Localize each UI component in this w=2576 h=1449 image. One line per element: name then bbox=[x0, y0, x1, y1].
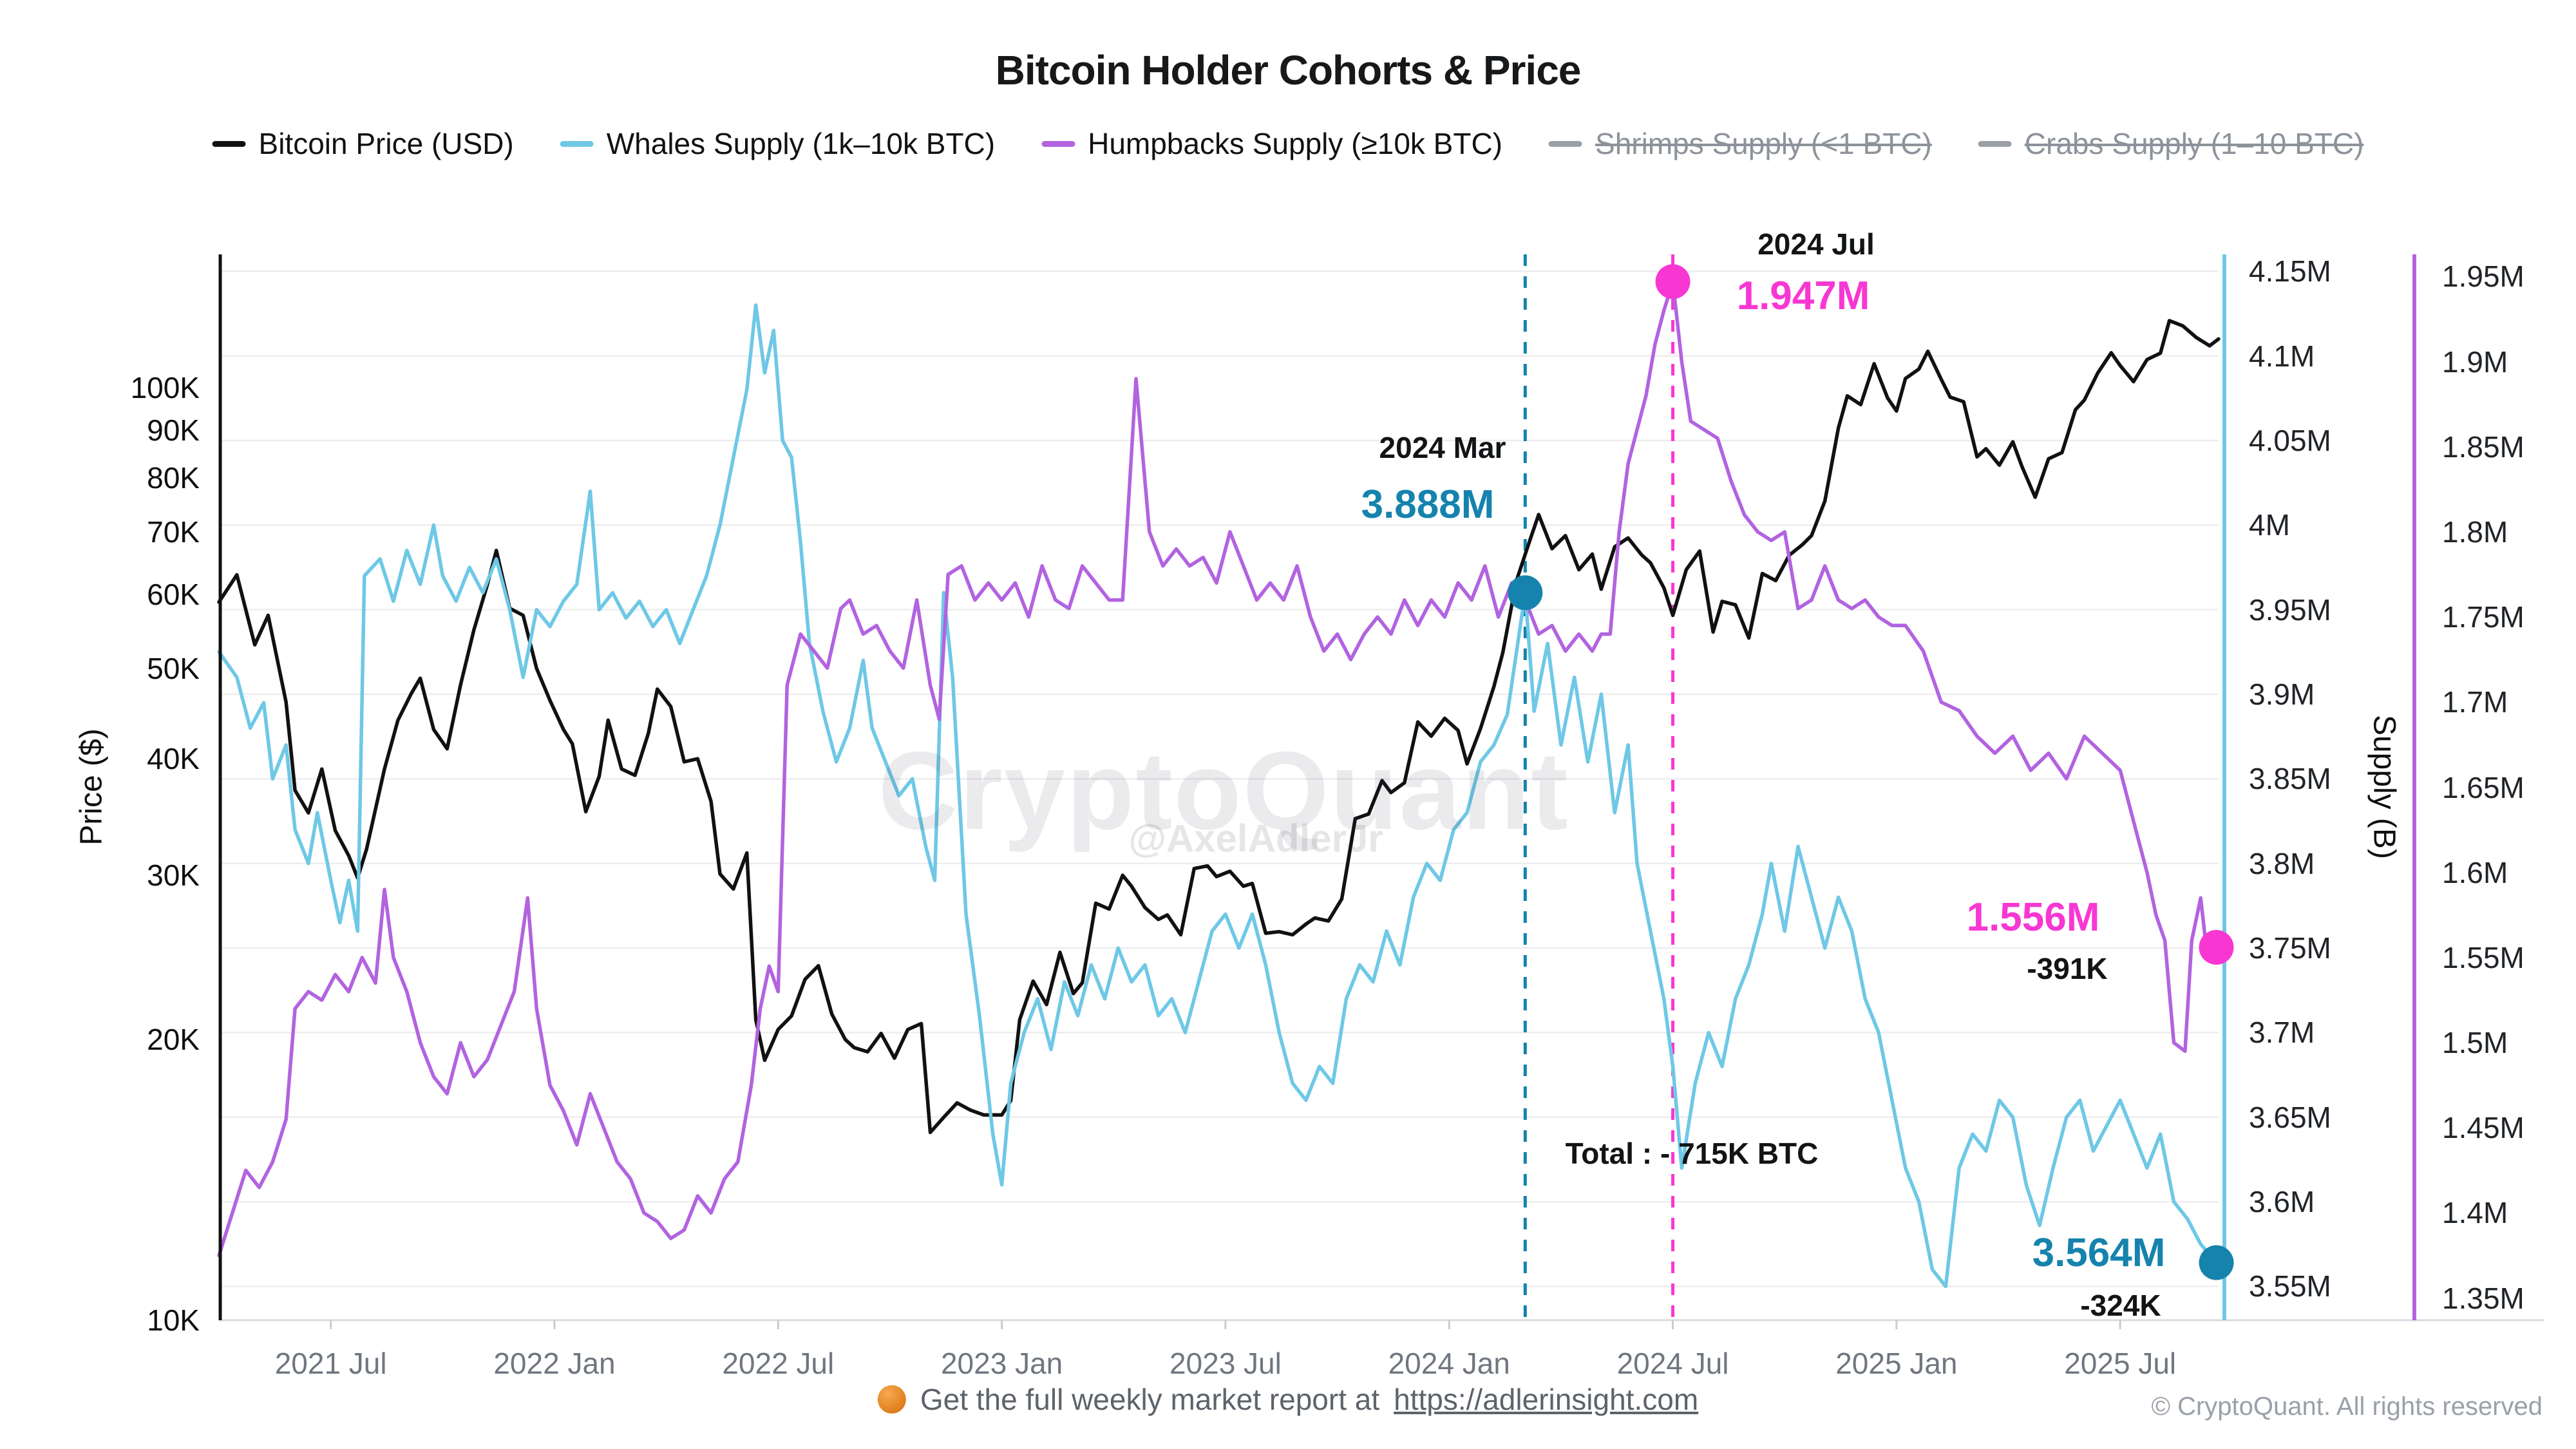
legend-dash-icon bbox=[560, 140, 594, 147]
supply-axis-title: Supply (B) bbox=[2367, 714, 2401, 860]
marker-dot bbox=[2199, 1245, 2234, 1280]
legend-item[interactable]: Humpbacks Supply (≥10k BTC) bbox=[1041, 126, 1502, 161]
tick-label: 90K bbox=[147, 413, 200, 448]
legend-label: Humpbacks Supply (≥10k BTC) bbox=[1088, 127, 1503, 160]
legend-label: Crabs Supply (1–10 BTC) bbox=[2024, 127, 2364, 160]
tick-label: 3.6M bbox=[2249, 1185, 2315, 1219]
legend-label: Whales Supply (1k–10k BTC) bbox=[606, 127, 996, 160]
footer-link[interactable]: https://adlerinsight.com bbox=[1394, 1383, 1699, 1416]
legend-label: Shrimps Supply (<1 BTC) bbox=[1595, 127, 1932, 160]
tick-label: 30K bbox=[147, 858, 200, 893]
tick-label: 1.9M bbox=[2442, 345, 2508, 379]
watermark-handle: @AxelAdlerJr bbox=[1128, 817, 1383, 860]
tick-label: 1.55M bbox=[2442, 940, 2524, 974]
tick-label: 3.85M bbox=[2249, 762, 2331, 796]
tick-label: 80K bbox=[147, 461, 200, 495]
x-tick-label: 2023 Jul bbox=[1169, 1347, 1282, 1380]
annotation-2024-mar-value: 3.888M bbox=[1361, 482, 1495, 527]
marker-dot bbox=[2199, 930, 2234, 965]
x-tick-label: 2024 Jul bbox=[1616, 1347, 1729, 1380]
tick-label: 1.6M bbox=[2442, 855, 2508, 889]
legend-item[interactable]: Bitcoin Price (USD) bbox=[212, 126, 514, 161]
marker-dot bbox=[1655, 264, 1690, 299]
tick-label: 1.45M bbox=[2442, 1111, 2524, 1145]
copyright: © CryptoQuant. All rights reserved bbox=[2151, 1392, 2543, 1421]
annotation-total: Total : - 715K BTC bbox=[1565, 1137, 1819, 1170]
legend-item[interactable]: Crabs Supply (1–10 BTC) bbox=[1978, 126, 2364, 161]
watermark-brand: CryptoQuant bbox=[878, 729, 1569, 853]
tick-label: 10K bbox=[147, 1303, 200, 1337]
legend-item[interactable]: Shrimps Supply (<1 BTC) bbox=[1549, 126, 1932, 161]
x-tick-label: 2025 Jan bbox=[1835, 1347, 1958, 1380]
tick-label: 3.55M bbox=[2249, 1269, 2331, 1303]
tick-label: 60K bbox=[147, 578, 200, 612]
annotation-humpbacks-end-value: 1.556M bbox=[1966, 895, 2100, 940]
tick-label: 3.8M bbox=[2249, 846, 2315, 880]
legend: Bitcoin Price (USD) Whales Supply (1k–10k… bbox=[212, 126, 2364, 161]
legend-dash-icon bbox=[1041, 140, 1075, 147]
tick-label: 4M bbox=[2249, 508, 2290, 542]
tick-label: 40K bbox=[147, 742, 200, 776]
tick-label: 4.05M bbox=[2249, 423, 2331, 457]
tick-label: 3.95M bbox=[2249, 592, 2331, 627]
legend-dash-icon bbox=[1978, 140, 2012, 147]
tick-label: 100K bbox=[130, 371, 200, 404]
series-whales bbox=[217, 303, 2219, 1289]
x-tick-label: 2022 Jan bbox=[493, 1347, 616, 1380]
tick-label: 3.75M bbox=[2249, 931, 2331, 965]
annotation-humpbacks-end-delta: -391K bbox=[2027, 952, 2108, 985]
tick-label: 3.65M bbox=[2249, 1100, 2331, 1134]
series-humpbacks bbox=[217, 279, 2219, 1258]
orange-circle-icon bbox=[877, 1385, 906, 1414]
tick-label: 1.75M bbox=[2442, 600, 2524, 634]
annotation-whales-end-delta: -324K bbox=[2080, 1289, 2161, 1322]
tick-label: 20K bbox=[147, 1023, 200, 1057]
plot-area bbox=[217, 254, 2544, 1329]
tick-label: 1.95M bbox=[2442, 260, 2524, 294]
x-tick-label: 2021 Jul bbox=[274, 1347, 387, 1380]
price-axis-title: Price ($) bbox=[74, 728, 109, 846]
legend-label: Bitcoin Price (USD) bbox=[258, 127, 514, 160]
legend-item[interactable]: Whales Supply (1k–10k BTC) bbox=[560, 126, 995, 161]
legend-dash-icon bbox=[212, 140, 246, 147]
tick-label: 1.7M bbox=[2442, 685, 2508, 719]
tick-label: 50K bbox=[147, 651, 200, 685]
tick-label: 1.35M bbox=[2442, 1281, 2524, 1315]
x-tick-label: 2023 Jan bbox=[940, 1347, 1063, 1380]
annotation-whales-end-value: 3.564M bbox=[2032, 1231, 2166, 1275]
tick-label: 3.9M bbox=[2249, 677, 2315, 712]
tick-label: 4.15M bbox=[2249, 254, 2331, 289]
tick-label: 4.1M bbox=[2249, 339, 2315, 373]
tick-label: 70K bbox=[147, 515, 200, 549]
legend-dash-icon bbox=[1549, 140, 1583, 147]
tick-label: 1.85M bbox=[2442, 430, 2524, 464]
marker-dot bbox=[1508, 575, 1543, 611]
annotation-2024-mar-date: 2024 Mar bbox=[1379, 431, 1506, 464]
x-tick-label: 2022 Jul bbox=[722, 1347, 835, 1380]
x-tick-label: 2025 Jul bbox=[2064, 1347, 2177, 1380]
annotation-2024-jul-value: 1.947M bbox=[1736, 274, 1870, 318]
tick-label: 3.7M bbox=[2249, 1016, 2315, 1050]
page-title: Bitcoin Holder Cohorts & Price bbox=[995, 47, 1582, 93]
series-price bbox=[217, 319, 2221, 1135]
tick-label: 1.8M bbox=[2442, 515, 2508, 549]
tick-label: 1.4M bbox=[2442, 1196, 2508, 1230]
footer-note: Get the full weekly market report at htt… bbox=[877, 1382, 1699, 1417]
tick-label: 1.65M bbox=[2442, 770, 2524, 804]
x-tick-label: 2024 Jan bbox=[1388, 1347, 1510, 1380]
annotation-2024-jul-date: 2024 Jul bbox=[1757, 227, 1875, 261]
tick-label: 1.5M bbox=[2442, 1026, 2508, 1060]
footer-text: Get the full weekly market report at bbox=[920, 1383, 1380, 1416]
